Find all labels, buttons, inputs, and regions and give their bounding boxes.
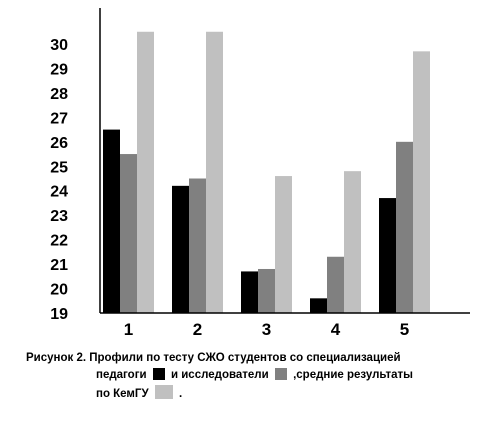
x-tick-label-3: 3	[262, 320, 271, 339]
y-tick-label-20: 20	[50, 282, 68, 299]
bar-cat2-series3	[206, 31, 223, 313]
legend-swatch-gray	[274, 368, 287, 380]
y-axis-ticks: 19 20 21 22 23 24 25 26 27 28 29 30	[50, 37, 68, 323]
legend-swatch-light-gray	[154, 385, 173, 399]
bar-cat1-series2	[120, 154, 137, 313]
bar-cat2-series2	[189, 178, 206, 313]
y-tick-label-23: 23	[50, 208, 68, 225]
x-axis-labels: 1 2 3 4 5	[124, 320, 409, 339]
bar-cat4-series2	[327, 256, 344, 313]
caption-average-label: ,средние результаты	[293, 369, 413, 381]
caption-kemgu-label: по КемГУ	[96, 388, 149, 400]
x-tick-label-2: 2	[193, 320, 202, 339]
bar-cat5-series1	[379, 198, 396, 313]
bar-cat3-series1	[241, 271, 258, 313]
bar-cat3-series2	[258, 268, 275, 313]
bars	[103, 31, 430, 313]
bar-cat1-series3	[137, 31, 154, 313]
bar-cat2-series1	[172, 185, 189, 313]
y-tick-label-22: 22	[50, 233, 68, 250]
y-tick-label-21: 21	[50, 257, 68, 274]
y-tick-label-29: 29	[50, 61, 68, 78]
x-tick-label-1: 1	[124, 320, 133, 339]
y-tick-label-30: 30	[50, 37, 68, 54]
y-tick-label-27: 27	[50, 110, 68, 127]
y-tick-label-26: 26	[50, 135, 68, 152]
legend-swatch-black	[152, 368, 165, 380]
y-tick-label-24: 24	[50, 184, 68, 201]
bar-cat1-series1	[103, 129, 120, 313]
x-tick-label-4: 4	[331, 320, 341, 339]
caption-period: .	[179, 388, 183, 400]
caption-line-1: Рисунок 2. Профили по тесту СЖО студенто…	[26, 352, 401, 364]
caption-educators-label: педагоги	[96, 369, 147, 381]
y-tick-label-19: 19	[50, 306, 68, 323]
bar-cat3-series3	[275, 176, 292, 313]
bar-cat5-series3	[413, 51, 430, 313]
y-tick-label-25: 25	[50, 159, 68, 176]
bar-cat4-series3	[344, 171, 361, 313]
bar-cat5-series2	[396, 141, 413, 313]
caption-researchers-label: и исследователи	[170, 369, 269, 381]
x-tick-label-5: 5	[400, 320, 409, 339]
bar-cat4-series1	[310, 298, 327, 313]
y-tick-label-28: 28	[50, 86, 68, 103]
